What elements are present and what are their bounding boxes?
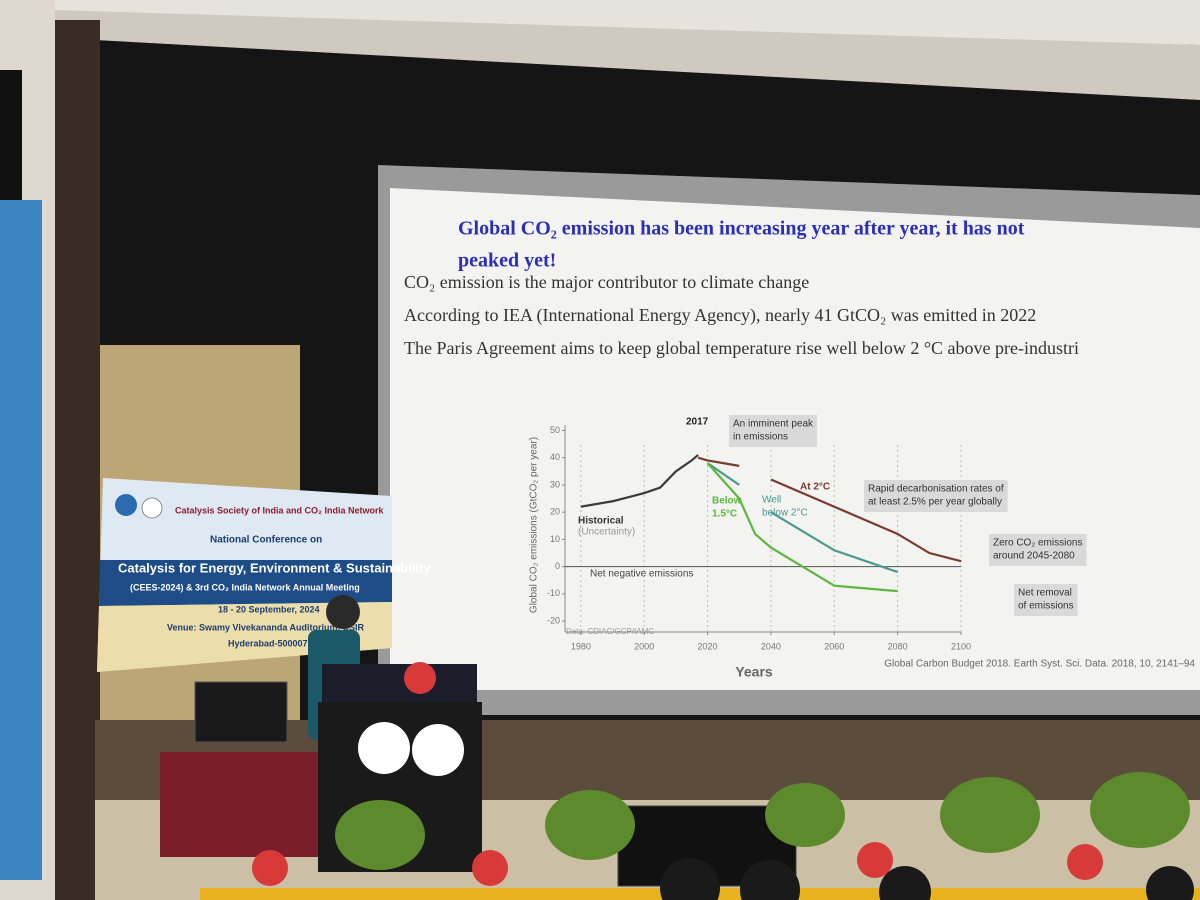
bullet: CO₂ emission is the major contributor to… [404,272,809,292]
flowers [252,662,1103,886]
banner-organisers: Catalysis Society of India and CO₂ India… [175,505,385,515]
banner-venue: Venue: Swamy Vivekananda Auditorium, CSI… [167,622,365,632]
annotation: Below [712,496,742,507]
annotation: (Uncertainty) [578,527,635,538]
plant [335,800,425,870]
speaker-head [326,595,360,629]
annotation-box [864,480,1008,512]
monitor [194,681,288,743]
plant [545,790,635,860]
banner-subname: (CEES-2024) & 3rd CO₂ India Network Annu… [130,582,360,592]
screen-frame [55,10,1200,100]
x-tick-label: 2020 [698,641,718,651]
annotation: below 2°C [762,508,808,519]
annotation: 2017 [686,417,709,428]
bullet: The Paris Agreement aims to keep global … [404,338,1079,358]
plant [1090,772,1190,848]
chart: -20 -10 0 10 20 30 40 50 1980 2000 2020 2040 2060 208… [547,415,1087,651]
flower [404,662,436,694]
citation: Global Carbon Budget 2018. Earth Syst. S… [884,659,1195,670]
y-tick-label: -10 [547,588,560,598]
flower [252,850,288,886]
annotation: at least 2.5% per year globally [868,497,1002,508]
y-tick-label: 0 [555,561,560,571]
speaker [0,70,22,200]
podium-logo [358,722,410,774]
annotation: Well [762,495,781,506]
y-tick-label: 30 [550,479,560,489]
x-tick-label: 2040 [761,641,781,651]
y-tick-label: 40 [550,452,560,462]
annotation-box [989,534,1087,566]
banner-name: Catalysis for Energy, Environment & Sust… [118,560,431,575]
series-line [697,456,962,563]
bullet: According to IEA (International Energy A… [404,305,1036,326]
audience-head [1146,866,1194,900]
annotation: Historical [578,516,624,527]
x-tick-label: 2080 [888,641,908,651]
slide-title: peaked yet! [458,250,556,272]
x-tick-label: 2000 [634,641,654,651]
y-tick-label: 50 [550,425,560,435]
x-axis-label: Years [735,664,773,680]
annotation-box [729,415,818,447]
annotation: in emissions [733,432,788,443]
x-tick-label: 1980 [571,641,591,651]
annotation: Rapid decarbonisation rates of [868,484,1004,495]
plants [335,772,1190,870]
audience-head [740,860,800,900]
annotation: around 2045-2080 [993,551,1075,562]
table [160,752,320,857]
annotation: Zero CO₂ emissions [993,538,1082,549]
podium-logo [412,724,464,776]
audience-head [660,858,720,900]
logo [141,497,163,519]
y-tick-label: -20 [547,615,560,625]
banner-lower [97,602,392,672]
side-poster [0,200,42,880]
flower [1067,844,1103,880]
flower [857,842,893,878]
x-tick-label: 2060 [824,641,844,651]
plant [940,777,1040,853]
banner-band [99,560,392,606]
slide-title: Global CO₂ emission has been increasing … [458,218,1025,240]
annotation: 1.5°C [712,509,737,520]
banner-city: Hyderabad-500007 [228,638,308,648]
podium-top [322,664,477,704]
logo [115,494,137,516]
y-tick-label: 20 [550,507,560,517]
annotation: of emissions [1018,601,1074,612]
y-tick-label: 10 [550,534,560,544]
annotation: At 2°C [800,482,830,493]
y-axis-label: Global CO₂ emissions (GtCO₂ per year) [529,437,540,613]
pillar [55,20,100,900]
annotation: An imminent peak [733,419,814,430]
x-tick-label: 2100 [951,641,971,651]
annotation: Net negative emissions [590,569,693,580]
annotation-box [1014,584,1078,616]
audience-head [879,866,931,900]
banner-intro: National Conference on [210,535,322,546]
flower [472,850,508,886]
series-line [580,454,699,508]
banner-dates: 18 - 20 September, 2024 [218,604,320,614]
annotation: Net removal [1018,588,1072,599]
plant [765,783,845,847]
ceiling [0,0,1200,45]
audience [660,858,1194,900]
